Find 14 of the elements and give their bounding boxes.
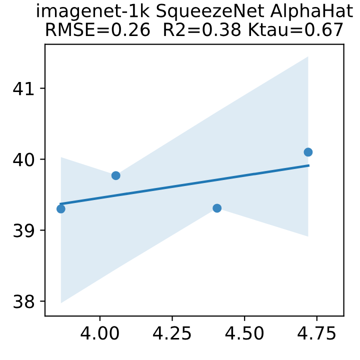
x-tick-label: 4.25 bbox=[153, 326, 191, 340]
point bbox=[111, 171, 120, 180]
point bbox=[304, 148, 313, 157]
point bbox=[56, 204, 66, 214]
chart-subtitle: RMSE=0.26 R2=0.38 Ktau=0.67 bbox=[46, 22, 343, 36]
y-tick-label: 38 bbox=[14, 294, 34, 308]
x-tick-label: 4.75 bbox=[298, 326, 336, 340]
y-tick-label: 41 bbox=[13, 82, 34, 96]
x-tick-label: 4.50 bbox=[225, 326, 264, 340]
y-tick-label: 40 bbox=[13, 152, 34, 166]
y-tick-label: 39 bbox=[14, 224, 34, 238]
x-tick-label: 4.00 bbox=[80, 326, 119, 340]
point bbox=[212, 204, 222, 213]
chart-title: imagenet-1k SqueezeNet AlphaHat bbox=[37, 3, 353, 21]
